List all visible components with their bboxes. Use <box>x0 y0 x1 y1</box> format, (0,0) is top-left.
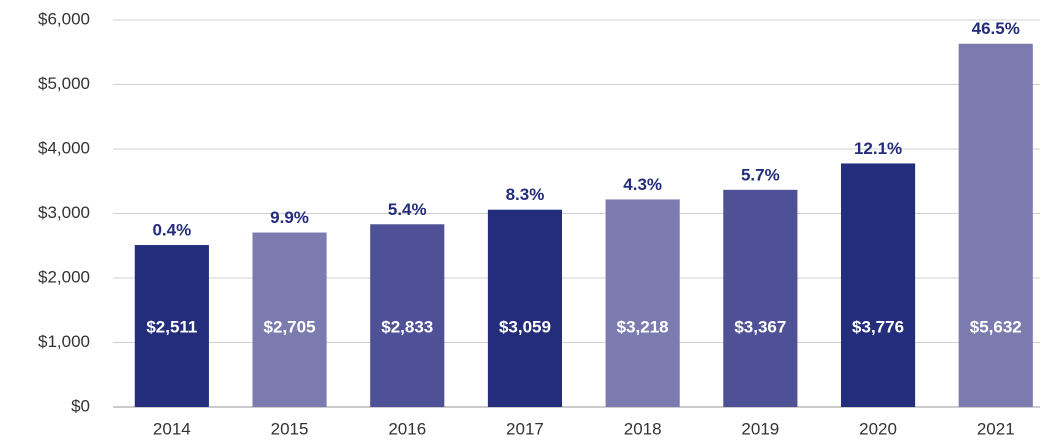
x-tick-label: 2021 <box>977 419 1015 438</box>
annotation: 0.4% <box>152 221 191 240</box>
y-tick-label: $2,000 <box>38 267 90 286</box>
bar <box>252 232 327 407</box>
value-label: $3,776 <box>852 317 904 336</box>
annotation: 8.3% <box>506 185 545 204</box>
x-tick-label: 2020 <box>859 419 897 438</box>
annotation: 12.1% <box>854 139 902 158</box>
value-label: $3,059 <box>499 317 551 336</box>
value-label: $2,511 <box>146 317 197 336</box>
y-tick-label: $3,000 <box>38 203 90 222</box>
bar <box>605 199 680 407</box>
x-tick-label: 2019 <box>741 419 779 438</box>
bar <box>370 224 445 407</box>
y-tick-label: $6,000 <box>38 9 90 28</box>
value-label: $2,833 <box>381 317 433 336</box>
annotation: 5.7% <box>741 165 780 184</box>
x-tick-label: 2016 <box>388 419 426 438</box>
x-tick-label: 2017 <box>506 419 544 438</box>
bar <box>487 209 563 407</box>
value-label: $5,632 <box>970 317 1022 336</box>
annotation: 4.3% <box>623 175 662 194</box>
y-tick-label: $1,000 <box>38 332 90 351</box>
bar <box>723 189 798 407</box>
bar <box>134 245 209 407</box>
value-label: $3,218 <box>617 317 669 336</box>
y-tick-label: $0 <box>71 396 90 415</box>
annotation: 5.4% <box>388 200 427 219</box>
x-tick-label: 2014 <box>153 419 191 438</box>
x-tick-label: 2018 <box>624 419 662 438</box>
value-label: $2,705 <box>264 317 316 336</box>
annotation: 46.5% <box>972 19 1020 38</box>
annotation: 9.9% <box>270 208 309 227</box>
y-tick-label: $5,000 <box>38 74 90 93</box>
x-tick-label: 2015 <box>271 419 309 438</box>
value-label: $3,367 <box>734 317 786 336</box>
bar <box>958 43 1033 408</box>
bar <box>840 163 916 407</box>
y-tick-label: $4,000 <box>38 138 90 157</box>
